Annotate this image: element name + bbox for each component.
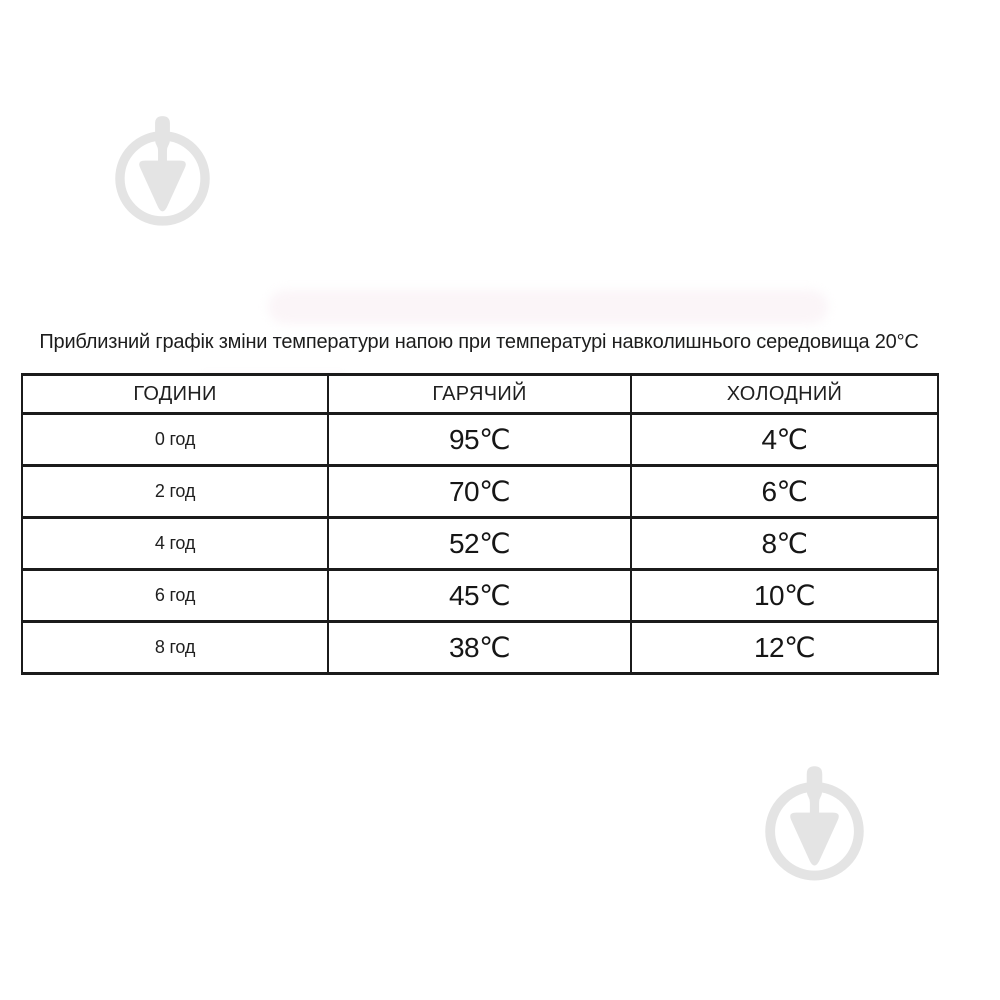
hot-temp-cell: 45℃ [327,568,632,623]
temperature-table: ГОДИНИ ГАРЯЧИЙ ХОЛОДНИЙ 0 год 95℃ 4℃ 2 г… [21,373,939,675]
watermark-trowel [139,116,186,212]
cold-temp-cell: 4℃ [630,412,939,467]
cold-temp-cell: 6℃ [630,464,939,519]
time-cell: 2 год [21,464,329,519]
table-row: 8 год 38℃ 12℃ [21,620,939,675]
watermark-artifact [268,290,828,324]
table-row: 6 год 45℃ 10℃ [21,568,939,623]
cold-temp-cell: 8℃ [630,516,939,571]
hot-temp-cell: 95℃ [327,412,632,467]
hot-temp-cell: 52℃ [327,516,632,571]
column-header-hot: ГАРЯЧИЙ [327,373,632,415]
hot-temp-cell: 38℃ [327,620,632,675]
time-cell: 6 год [21,568,329,623]
table-row: 4 год 52℃ 8℃ [21,516,939,571]
time-cell: 8 год [21,620,329,675]
watermark-trowel [790,766,839,866]
cold-temp-cell: 10℃ [630,568,939,623]
page-title: Приблизний графік зміни температури напо… [39,331,919,353]
table-row: 2 год 70℃ 6℃ [21,464,939,519]
table-row: 0 год 95℃ 4℃ [21,412,939,467]
brand-watermark-icon [115,116,210,226]
time-cell: 4 год [21,516,329,571]
hot-temp-cell: 70℃ [327,464,632,519]
time-cell: 0 год [21,412,329,467]
column-header-cold: ХОЛОДНИЙ [630,373,939,415]
column-header-hours: ГОДИНИ [21,373,329,415]
cold-temp-cell: 12℃ [630,620,939,675]
brand-watermark-icon [765,766,864,881]
table-header-row: ГОДИНИ ГАРЯЧИЙ ХОЛОДНИЙ [21,373,939,415]
